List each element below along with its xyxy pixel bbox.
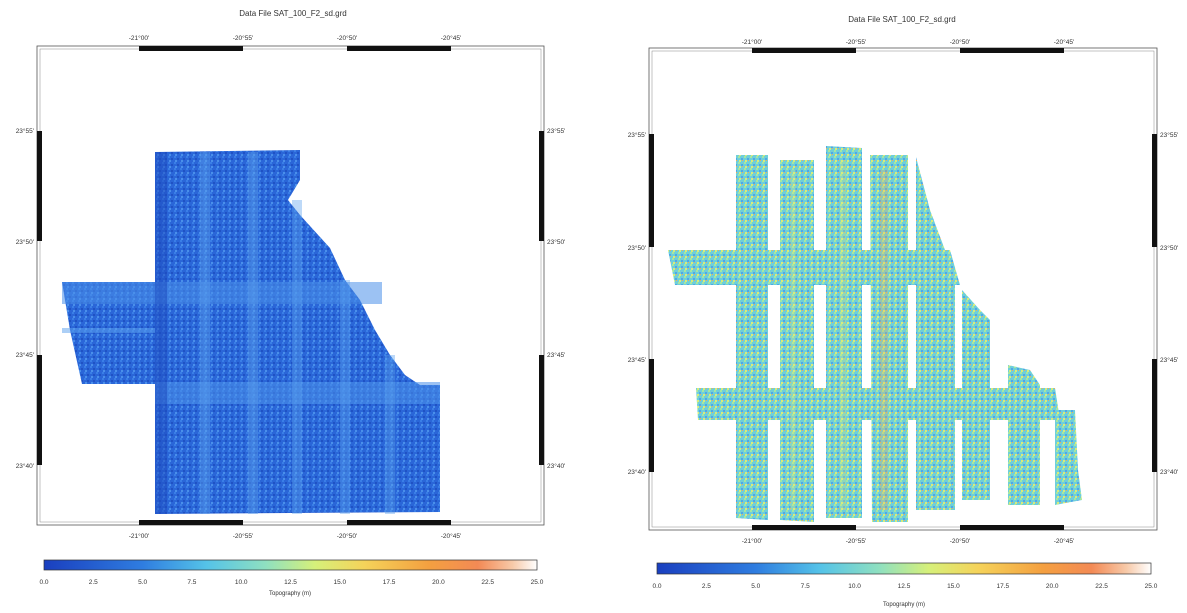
- colorbar-ticks: 0.0 2.5 5.0 7.5 10.0 12.5 15.0 17.5 20.0 22.5 25.0: [39, 579, 543, 586]
- frame-bar-bottom: [139, 520, 243, 525]
- lon-tick-label: -21°00': [129, 532, 149, 540]
- colorbar-tick-label: 20.0: [1046, 583, 1059, 590]
- map-left-svg: Data File SAT_100_F2_sd.grd -21°00' -20°…: [16, 9, 566, 597]
- colorbar: [43, 559, 538, 571]
- lon-tick-label: -20°55': [846, 537, 866, 545]
- frame-bar-right: [1152, 359, 1157, 472]
- lon-tick-label: -21°00': [129, 34, 149, 42]
- colorbar-tick-label: 17.5: [383, 579, 396, 586]
- map-panel-left: Data File SAT_100_F2_sd.grd -21°00' -20°…: [0, 0, 580, 608]
- frame-bar-right: [539, 355, 544, 465]
- lon-tick-label: -20°45': [441, 34, 461, 42]
- frame-bar-bottom: [960, 525, 1064, 530]
- colorbar-tick-label: 25.0: [1145, 583, 1158, 590]
- lon-tick-label: -20°45': [1054, 38, 1074, 46]
- frame-bar-right: [1152, 134, 1157, 247]
- lat-tick-label: 23°40': [628, 468, 646, 476]
- lon-tick-label: -20°50': [337, 34, 357, 42]
- frame-bar-left: [649, 134, 654, 247]
- frame-bar-bottom: [347, 520, 451, 525]
- lat-tick-label: 23°50': [628, 244, 646, 252]
- colorbar: [656, 562, 1152, 575]
- colorbar-tick-label: 12.5: [898, 583, 911, 590]
- survey-coverage: [668, 146, 1082, 522]
- lon-tick-label: -20°45': [441, 532, 461, 540]
- colorbar-tick-label: 2.5: [702, 583, 711, 590]
- colorbar-tick-label: 5.0: [751, 583, 760, 590]
- lat-tick-label: 23°50': [16, 238, 34, 246]
- lat-tick-label: 23°55': [16, 127, 34, 135]
- colorbar-tick-label: 22.5: [1095, 583, 1108, 590]
- lon-tick-label: -20°55': [233, 532, 253, 540]
- colorbar-tick-label: 5.0: [138, 579, 147, 586]
- lon-tick-label: -20°45': [1054, 537, 1074, 545]
- map-inner-frame: [39, 48, 542, 523]
- lat-tick-label: 23°50': [1160, 244, 1178, 252]
- colorbar-label: Topography (m): [883, 602, 925, 608]
- lon-tick-label: -20°50': [337, 532, 357, 540]
- lat-tick-label: 23°45': [1160, 356, 1178, 364]
- frame-bar-top: [752, 48, 856, 53]
- colorbar-tick-label: 7.5: [801, 583, 810, 590]
- colorbar-ticks: 0.0 2.5 5.0 7.5 10.0 12.5 15.0 17.5 20.0 22.5 25.0: [652, 583, 1157, 590]
- frame-bar-right: [539, 131, 544, 241]
- colorbar-tick-label: 0.0: [39, 579, 48, 586]
- lat-tick-label: 23°55': [628, 131, 646, 139]
- colorbar-tick-label: 25.0: [531, 579, 544, 586]
- frame-bar-top: [139, 46, 243, 51]
- lon-tick-label: -20°50': [950, 38, 970, 46]
- lat-tick-label: 23°40': [547, 462, 565, 470]
- lat-tick-label: 23°45': [547, 351, 565, 359]
- lat-tick-label: 23°55': [547, 127, 565, 135]
- colorbar-tick-label: 7.5: [187, 579, 196, 586]
- lon-tick-label: -20°55': [846, 38, 866, 46]
- colorbar-tick-label: 10.0: [235, 579, 248, 586]
- frame-bar-top: [347, 46, 451, 51]
- frame-bar-top: [960, 48, 1064, 53]
- colorbar-tick-label: 22.5: [481, 579, 494, 586]
- colorbar-tick-label: 12.5: [284, 579, 297, 586]
- survey-coverage: [62, 150, 440, 514]
- map-title: Data File SAT_100_F2_sd.grd: [848, 15, 955, 24]
- lat-tick-label: 23°45': [628, 356, 646, 364]
- map-right-svg: Data File SAT_100_F2_sd.grd -21°00' -20°…: [628, 15, 1179, 608]
- colorbar-tick-label: 0.0: [652, 583, 661, 590]
- colorbar-tick-label: 2.5: [89, 579, 98, 586]
- lon-tick-label: -21°00': [742, 38, 762, 46]
- colorbar-tick-label: 15.0: [947, 583, 960, 590]
- lat-tick-label: 23°45': [16, 351, 34, 359]
- colorbar-tick-label: 10.0: [848, 583, 861, 590]
- frame-bar-left: [649, 359, 654, 472]
- lat-tick-label: 23°40': [16, 462, 34, 470]
- colorbar-tick-label: 17.5: [996, 583, 1009, 590]
- lon-tick-label: -21°00': [742, 537, 762, 545]
- frame-bar-left: [37, 355, 42, 465]
- lat-tick-label: 23°50': [547, 238, 565, 246]
- map-inner-frame: [651, 50, 1155, 528]
- frame-bar-bottom: [752, 525, 856, 530]
- lat-tick-label: 23°40': [1160, 468, 1178, 476]
- lon-tick-label: -20°55': [233, 34, 253, 42]
- colorbar-tick-label: 20.0: [432, 579, 445, 586]
- map-title: Data File SAT_100_F2_sd.grd: [239, 9, 346, 18]
- colorbar-label: Topography (m): [269, 591, 311, 597]
- lat-tick-label: 23°55': [1160, 131, 1178, 139]
- map-panel-right: Data File SAT_100_F2_sd.grd -21°00' -20°…: [600, 0, 1187, 608]
- colorbar-tick-label: 15.0: [333, 579, 346, 586]
- lon-tick-label: -20°50': [950, 537, 970, 545]
- frame-bar-left: [37, 131, 42, 241]
